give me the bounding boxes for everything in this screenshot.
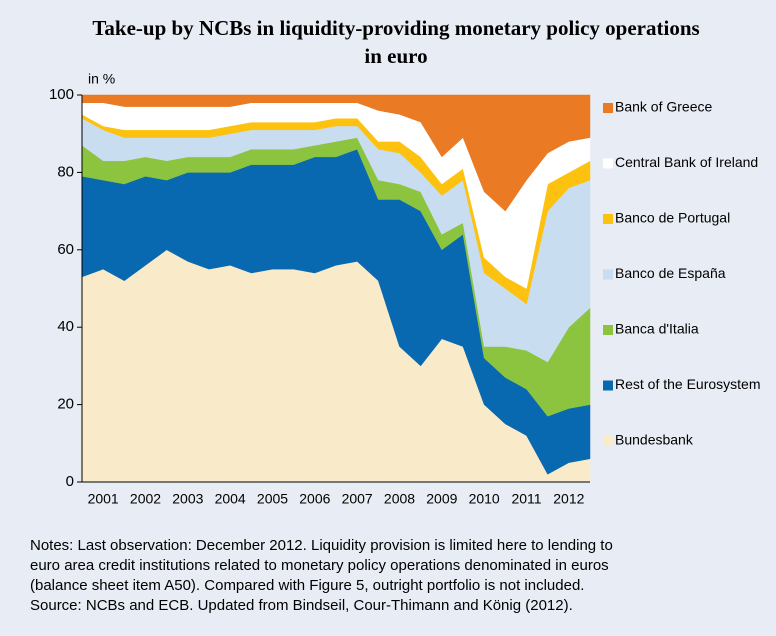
x-tick-label: 2008 xyxy=(384,491,415,507)
legend-label: Banca d'Italia xyxy=(615,321,699,337)
x-tick-label: 2005 xyxy=(257,491,288,507)
note: (balance sheet item A50). Compared with … xyxy=(30,577,584,594)
legend-label: Rest of the Eurosystem xyxy=(615,376,761,392)
x-tick-label: 2003 xyxy=(172,491,203,507)
legend-swatch xyxy=(603,325,613,335)
y-tick-label: 60 xyxy=(57,241,74,258)
chart-title: Take-up by NCBs in liquidity-providing m… xyxy=(92,16,699,40)
x-tick-label: 2009 xyxy=(426,491,457,507)
x-tick-label: 2001 xyxy=(88,491,119,507)
x-tick-label: 2011 xyxy=(511,491,541,507)
y-tick-label: 0 xyxy=(66,473,74,490)
area xyxy=(81,94,591,212)
legend-label: Banco de Portugal xyxy=(615,210,730,226)
y-axis-label: in % xyxy=(88,71,115,87)
note: Notes: Last observation: December 2012. … xyxy=(30,537,613,554)
legend-label: Central Bank of Ireland xyxy=(615,154,758,170)
y-tick-label: 40 xyxy=(57,318,74,335)
legend-label: Banco de España xyxy=(615,265,726,281)
legend-swatch xyxy=(603,436,613,446)
legend-label: Bundesbank xyxy=(615,432,694,448)
legend-swatch xyxy=(603,214,613,224)
x-tick-label: 2004 xyxy=(215,491,246,507)
legend-swatch xyxy=(603,269,613,280)
note: euro area credit institutions related to… xyxy=(30,557,609,574)
x-tick-label: 2006 xyxy=(299,491,330,507)
chart-title: in euro xyxy=(364,44,427,68)
x-tick-label: 2007 xyxy=(342,491,373,507)
y-tick-label: 20 xyxy=(57,396,74,413)
y-tick-label: 80 xyxy=(57,163,74,180)
note: Source: NCBs and ECB. Updated from Binds… xyxy=(30,597,573,614)
legend-label: Bank of Greece xyxy=(615,99,712,115)
legend-swatch xyxy=(603,380,613,391)
x-tick-label: 2002 xyxy=(130,491,161,507)
x-tick-label: 2012 xyxy=(553,491,584,507)
x-tick-label: 2010 xyxy=(469,491,500,507)
legend-swatch xyxy=(603,103,613,113)
y-tick-label: 100 xyxy=(49,86,74,103)
legend-swatch xyxy=(603,158,613,169)
